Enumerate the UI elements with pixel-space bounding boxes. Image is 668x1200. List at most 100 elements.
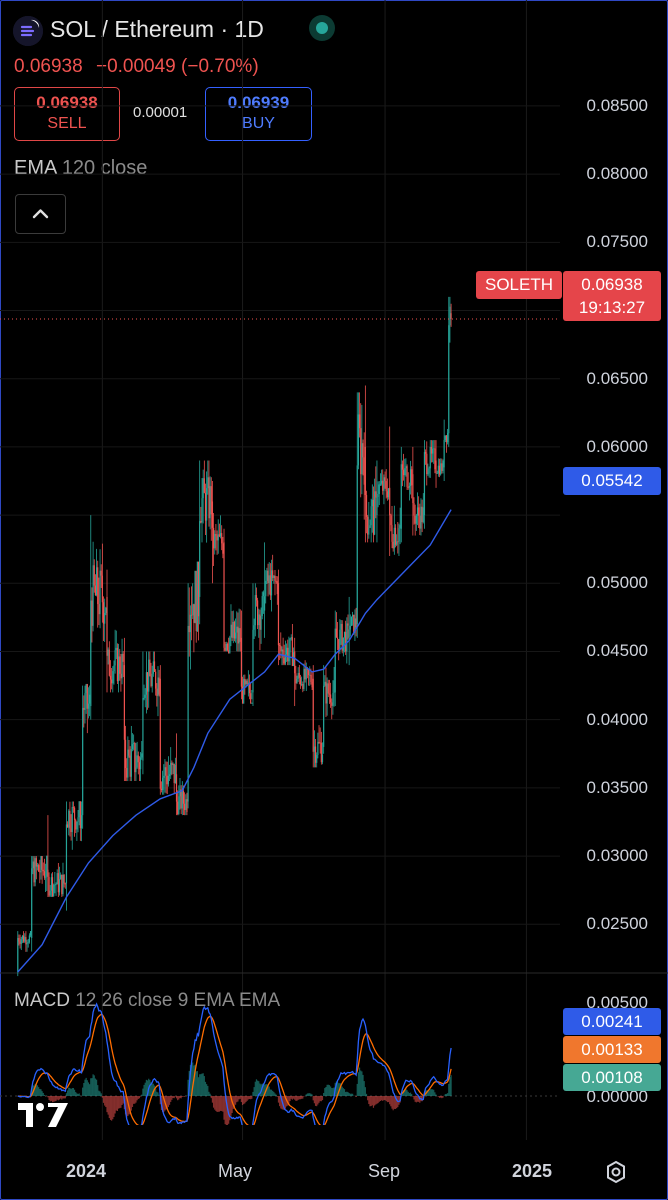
candle bbox=[415, 513, 417, 531]
candle bbox=[44, 863, 47, 892]
candle bbox=[298, 664, 300, 685]
candle bbox=[112, 666, 114, 693]
buy-button[interactable]: 0.06939 BUY bbox=[205, 87, 312, 141]
candle-body bbox=[109, 675, 112, 680]
macd-hist-bar bbox=[276, 1096, 278, 1097]
macd-hist-bar bbox=[170, 1096, 172, 1102]
macd-hist-bar bbox=[280, 1096, 282, 1109]
tradingview-logo[interactable] bbox=[18, 1100, 70, 1135]
current-price: 0.06938 bbox=[14, 56, 83, 77]
sell-button[interactable]: 0.06938 SELL bbox=[14, 87, 120, 141]
macd-hist-bar bbox=[298, 1096, 300, 1100]
candle bbox=[21, 935, 24, 944]
candle bbox=[301, 676, 303, 687]
macd-hist-bar bbox=[108, 1096, 110, 1119]
ema-indicator-legend[interactable]: EMA 120 close bbox=[14, 157, 147, 180]
candle bbox=[216, 530, 218, 555]
collapse-legend-button[interactable] bbox=[15, 194, 66, 234]
candle-body bbox=[69, 810, 71, 829]
candle-body bbox=[50, 877, 52, 891]
spread-value: 0.00001 bbox=[133, 104, 188, 121]
candle bbox=[35, 856, 37, 880]
macd-hist-bar bbox=[245, 1096, 247, 1102]
macd-hist-bar bbox=[145, 1079, 147, 1096]
chart-settings-button[interactable] bbox=[603, 1159, 629, 1190]
macd-hist-bar bbox=[302, 1096, 304, 1099]
macd-hist-bar bbox=[104, 1096, 106, 1106]
price-axis-label: 0.06000 bbox=[586, 436, 648, 456]
candle bbox=[177, 790, 179, 816]
candle-body bbox=[347, 623, 349, 626]
candle-body bbox=[138, 762, 141, 770]
macd-hist-bar bbox=[357, 1072, 360, 1096]
macd-hist-bar bbox=[222, 1096, 224, 1112]
candle bbox=[396, 534, 398, 547]
macd-hist-bar bbox=[287, 1096, 289, 1106]
candle-body bbox=[71, 806, 73, 833]
candle-body bbox=[379, 483, 382, 485]
candle-body bbox=[336, 637, 339, 640]
macd-hist-bar bbox=[112, 1096, 114, 1120]
macd-hist-bar bbox=[408, 1093, 410, 1096]
candle-body bbox=[121, 653, 123, 679]
candle-body bbox=[27, 942, 29, 944]
macd-hist-bar bbox=[85, 1077, 87, 1096]
candle-body bbox=[282, 649, 284, 658]
macd-hist-bar bbox=[431, 1089, 434, 1096]
macd-hist-bar bbox=[42, 1092, 44, 1096]
candle bbox=[101, 543, 103, 623]
candle-body bbox=[187, 625, 189, 802]
candle-body bbox=[181, 791, 183, 809]
candle-body bbox=[188, 625, 190, 633]
candle-body bbox=[269, 575, 271, 596]
macd-hist-bar bbox=[102, 1096, 105, 1103]
macd-hist-bar bbox=[321, 1096, 324, 1101]
candle-body bbox=[407, 486, 409, 488]
candle-body bbox=[63, 874, 65, 884]
macd-chart[interactable] bbox=[0, 975, 668, 1125]
macd-hist-bar bbox=[152, 1083, 154, 1096]
candle-body bbox=[64, 883, 66, 885]
macd-hist-bar bbox=[200, 1074, 202, 1096]
candle bbox=[283, 644, 285, 666]
candle bbox=[253, 618, 255, 640]
symbol-title[interactable]: SOL / Ethereum · 1D bbox=[50, 16, 264, 42]
candle bbox=[190, 586, 193, 641]
macd-hist-bar bbox=[84, 1079, 86, 1096]
candle bbox=[390, 513, 392, 532]
candle bbox=[50, 873, 52, 897]
macd-hist-bar bbox=[440, 1096, 442, 1098]
candle-body bbox=[353, 614, 355, 633]
macd-hist-bar bbox=[202, 1073, 204, 1096]
macd-indicator-legend[interactable]: MACD 12 26 close 9 EMA EMA bbox=[14, 990, 280, 1012]
candle-body bbox=[270, 570, 273, 596]
macd-hist-bar bbox=[331, 1087, 333, 1096]
candle-body bbox=[245, 680, 247, 685]
macd-hist-bar bbox=[109, 1096, 112, 1120]
candle bbox=[232, 610, 234, 644]
price-axis-label: 0.03500 bbox=[586, 777, 648, 797]
candle bbox=[408, 482, 410, 501]
candle-body bbox=[283, 657, 285, 664]
macd-hist-bar bbox=[56, 1096, 58, 1100]
candle-body bbox=[247, 682, 249, 685]
candle bbox=[328, 679, 331, 704]
candle-body bbox=[93, 565, 95, 586]
candle-body bbox=[75, 819, 77, 830]
candle-body bbox=[135, 767, 137, 773]
candle bbox=[210, 477, 212, 541]
macd-hist-bar bbox=[279, 1096, 281, 1107]
candle-body bbox=[287, 647, 289, 662]
candle-body bbox=[354, 618, 356, 633]
macd-hist-bar bbox=[177, 1096, 179, 1101]
candle-body bbox=[398, 528, 400, 542]
candle-body bbox=[46, 855, 48, 877]
candle bbox=[412, 446, 414, 536]
macd-hist-bar bbox=[236, 1096, 238, 1103]
macd-hist-bar bbox=[328, 1085, 331, 1096]
sell-price: 0.06938 bbox=[36, 93, 98, 112]
candle-body bbox=[444, 435, 446, 440]
candle bbox=[42, 862, 44, 876]
macd-hist-bar bbox=[99, 1091, 101, 1096]
